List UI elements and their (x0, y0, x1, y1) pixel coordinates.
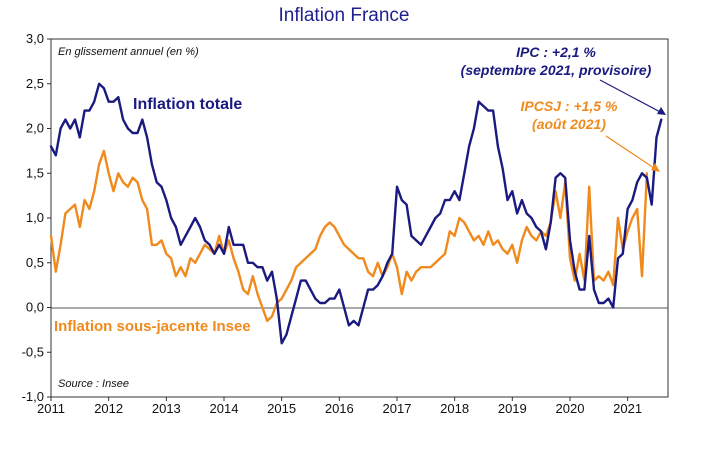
core-annotation-line1: IPCSJ : +1,5 % (521, 98, 618, 114)
ipc-annotation-line2: (septembre 2021, provisoire) (461, 62, 652, 78)
y-tick-label: 2,5 (26, 76, 44, 91)
x-tick-label: 2021 (613, 401, 642, 416)
y-axis: 3,0 2,5 2,0 1,5 1,0 0,5 0,0 -0,5 -1,0 (22, 31, 51, 404)
y-tick-label: 0,5 (26, 255, 44, 270)
chart-title: Inflation France (279, 5, 410, 26)
plot-area-frame (50, 38, 669, 398)
y-tick-label: 3,0 (26, 31, 44, 46)
x-tick-label: 2011 (37, 401, 65, 416)
series-label-inflation-sous-jacente: Inflation sous-jacente Insee (54, 318, 251, 335)
source-note: Source : Insee (58, 378, 129, 390)
x-tick-label: 2016 (325, 401, 354, 416)
core-arrow-head (651, 163, 660, 172)
ipc-arrow-head (657, 107, 666, 115)
x-tick-label: 2017 (383, 401, 412, 416)
chart-subtitle: En glissement annuel (en %) (58, 46, 199, 58)
y-tick-label: -0,5 (22, 344, 44, 359)
y-tick-label: 1,5 (26, 165, 44, 180)
x-tick-label: 2019 (498, 401, 527, 416)
series-line-inflation-totale (49, 82, 663, 345)
x-tick-label: 2020 (556, 401, 585, 416)
y-tick-label: 2,0 (26, 121, 44, 136)
series-label-inflation-totale: Inflation totale (133, 96, 242, 113)
ipc-annotation-line1: IPC : +2,1 % (516, 44, 596, 60)
x-tick-label: 2014 (210, 401, 239, 416)
y-tick-label: 0,0 (26, 300, 44, 315)
series-line-inflation-sous-jacente (49, 149, 649, 323)
x-tick-label: 2012 (94, 401, 123, 416)
x-tick-label: 2013 (152, 401, 181, 416)
core-annotation-arrow (605, 135, 658, 171)
y-tick-label: 1,0 (26, 210, 44, 225)
x-tick-label: 2015 (267, 401, 296, 416)
core-annotation-line2: (août 2021) (532, 116, 606, 132)
y-tick-label: -1,0 (22, 389, 44, 404)
x-axis: 2011 2012 2013 2014 2015 2016 2017 2018 2019 2020… (37, 397, 642, 416)
x-tick-label: 2018 (440, 401, 469, 416)
series-layer (49, 82, 663, 345)
ipc-annotation-arrow (599, 79, 665, 115)
